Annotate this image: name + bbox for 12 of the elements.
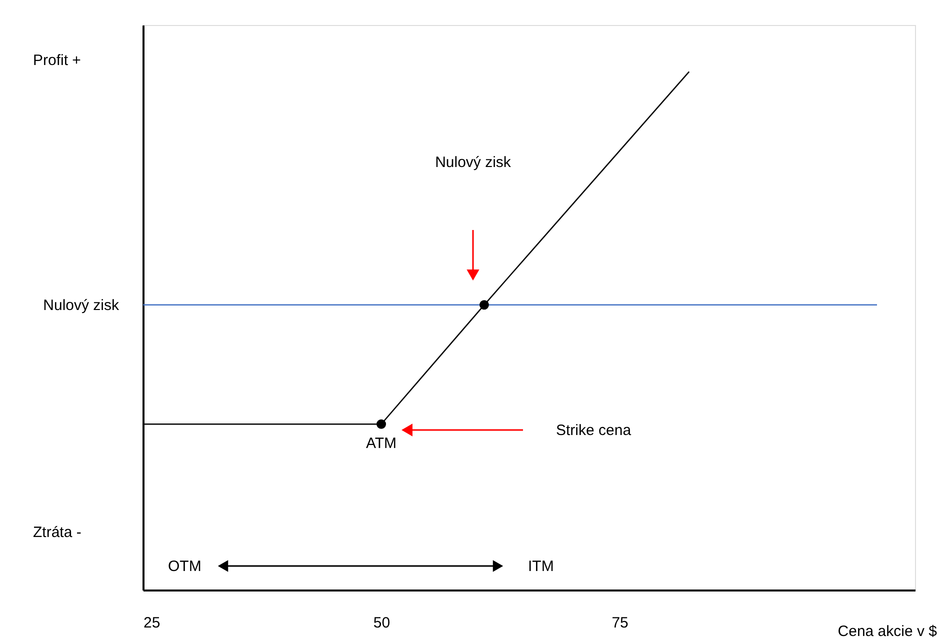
annotation: Nulový zisk bbox=[435, 154, 512, 171]
x-axis-title: Cena akcie v $ bbox=[838, 623, 938, 640]
annotation: ATM bbox=[366, 435, 397, 452]
annotation: ITM bbox=[528, 558, 554, 575]
text: Ztráta - bbox=[33, 524, 82, 541]
x-tick-label: 25 bbox=[144, 614, 160, 632]
annotation: OTM bbox=[168, 558, 202, 575]
x-tick-label: 75 bbox=[612, 614, 628, 632]
annotation: Strike cena bbox=[556, 422, 632, 439]
text: Profit + bbox=[33, 52, 82, 69]
ref-line-label: Nulový zisk bbox=[43, 296, 120, 314]
x-tick-label: 50 bbox=[373, 614, 390, 632]
